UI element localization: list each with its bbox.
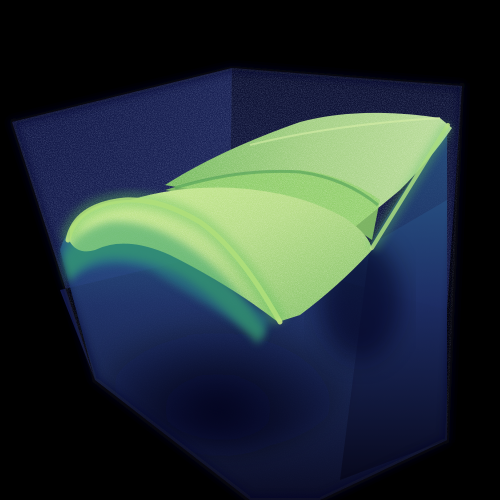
tissue-surface	[60, 112, 454, 326]
mid-fold	[174, 169, 379, 207]
retinal-layer-band	[62, 221, 265, 345]
